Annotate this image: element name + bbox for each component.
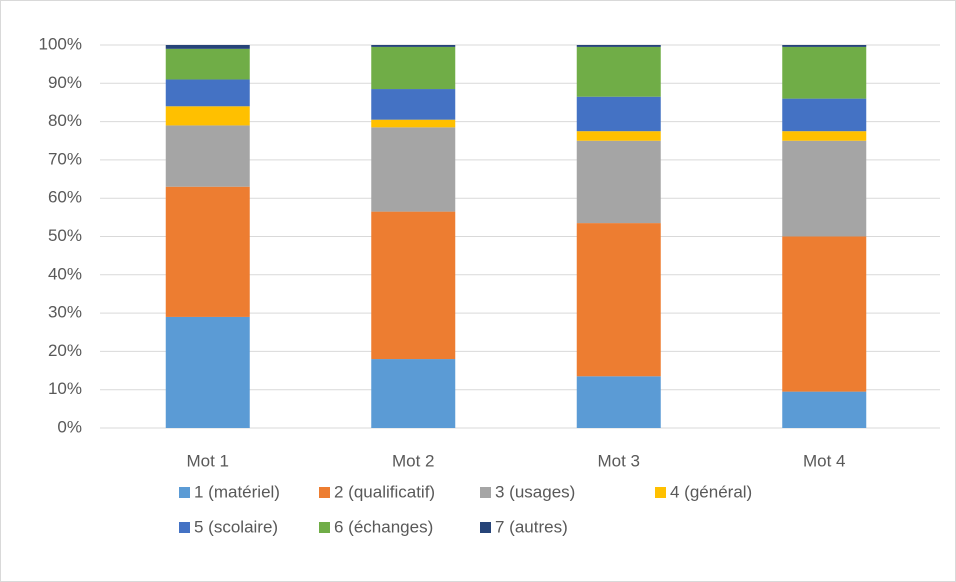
bar-segment <box>576 45 661 47</box>
y-tick-label: 30% <box>48 303 82 322</box>
bar-segment <box>782 391 867 428</box>
bar-segment <box>782 131 867 141</box>
legend-swatch <box>319 487 330 498</box>
bar-segment <box>165 106 250 126</box>
bar-segment <box>371 119 456 128</box>
bar-segment <box>782 140 867 237</box>
legend-swatch <box>480 522 491 533</box>
bar-segment <box>165 48 250 80</box>
bar-segment <box>371 45 456 47</box>
legend-label: 4 (général) <box>670 482 752 501</box>
legend-label: 3 (usages) <box>495 482 575 501</box>
bar-segment <box>371 359 456 428</box>
x-tick-label: Mot 2 <box>392 451 435 470</box>
bar-segment <box>576 376 661 428</box>
legend-swatch <box>179 522 190 533</box>
x-tick-label: Mot 3 <box>597 451 640 470</box>
bar-segment <box>782 45 867 47</box>
y-tick-label: 20% <box>48 341 82 360</box>
legend-label: 2 (qualificatif) <box>334 482 435 501</box>
y-tick-label: 0% <box>57 417 82 436</box>
bar-segment <box>371 89 456 120</box>
bar-segment <box>782 236 867 392</box>
legend-swatch <box>655 487 666 498</box>
bar-segment <box>576 140 661 224</box>
bar-segment <box>576 96 661 132</box>
legend-label: 7 (autres) <box>495 517 568 536</box>
bar-segment <box>782 98 867 132</box>
bar-segment <box>165 186 250 317</box>
bar-segment <box>576 46 661 97</box>
y-tick-label: 10% <box>48 379 82 398</box>
y-tick-label: 40% <box>48 264 82 283</box>
bar-segment <box>165 125 250 187</box>
bar-segment <box>576 131 661 141</box>
legend-swatch <box>179 487 190 498</box>
legend-swatch <box>319 522 330 533</box>
y-tick-label: 60% <box>48 188 82 207</box>
bar-segment <box>165 79 250 107</box>
y-tick-label: 90% <box>48 73 82 92</box>
bar-segment <box>576 223 661 377</box>
bar-segment <box>371 46 456 90</box>
legend-label: 5 (scolaire) <box>194 517 278 536</box>
bar-segment <box>165 316 250 428</box>
bar-segment <box>782 46 867 99</box>
bar-segment <box>165 45 250 49</box>
legend-swatch <box>480 487 491 498</box>
x-tick-label: Mot 1 <box>186 451 229 470</box>
y-tick-label: 100% <box>39 34 82 53</box>
y-tick-label: 80% <box>48 111 82 130</box>
x-tick-label: Mot 4 <box>803 451 846 470</box>
y-tick-label: 50% <box>48 226 82 245</box>
bar-segment <box>371 211 456 360</box>
legend-label: 1 (matériel) <box>194 482 280 501</box>
y-tick-label: 70% <box>48 149 82 168</box>
bar-segment <box>371 127 456 212</box>
legend-label: 6 (échanges) <box>334 517 433 536</box>
